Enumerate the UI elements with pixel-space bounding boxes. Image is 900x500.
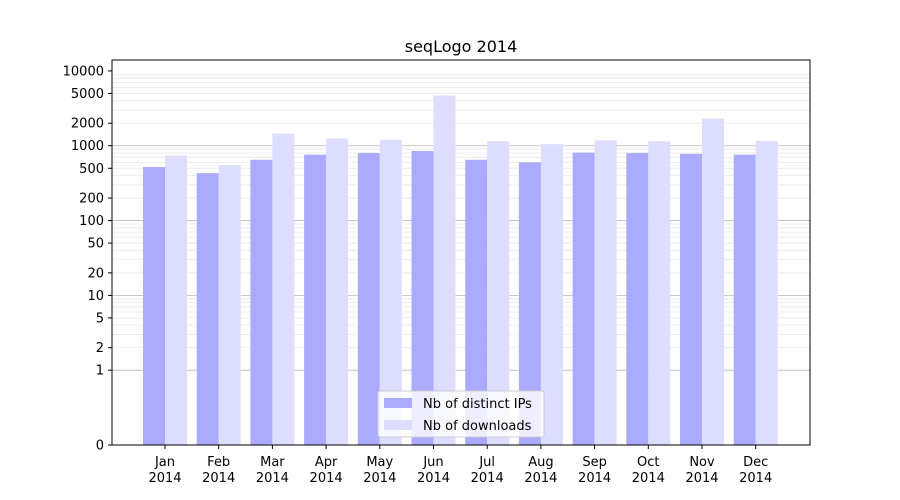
bar-downloads	[272, 133, 295, 445]
legend-box	[377, 390, 545, 438]
y-tick-label: 20	[87, 266, 104, 281]
x-tick-label: Jan 2014	[148, 455, 181, 486]
legend: Nb of distinct IPs Nb of downloads	[377, 390, 545, 438]
legend-label-ips: Nb of distinct IPs	[423, 397, 532, 412]
bar-downloads	[326, 138, 349, 445]
x-tick-label: Sep 2014	[578, 455, 611, 486]
x-tick-label: Aug 2014	[524, 455, 557, 486]
bar-downloads	[165, 155, 187, 445]
y-tick-label: 2000	[71, 117, 104, 132]
y-tick-label: 10000	[63, 64, 104, 79]
y-tick-label: 10	[87, 289, 104, 304]
bar-downloads	[218, 165, 241, 445]
bar-downloads	[755, 140, 778, 445]
plot-frame	[111, 59, 811, 446]
bar-downloads	[594, 140, 617, 445]
bar-ips	[143, 166, 165, 445]
y-axis: 0 1 2 5 10 20 50 100 200 500 1000 2000 5000 10000	[63, 64, 112, 454]
x-tick-label: Oct 2014	[632, 455, 665, 486]
bar-ips	[357, 152, 380, 445]
chart-title: seqLogo 2014	[405, 37, 518, 56]
bar-ips	[680, 153, 702, 445]
y-tick-label: 5000	[71, 87, 104, 102]
bar-ips	[250, 159, 273, 445]
y-tick-label: 5	[96, 311, 104, 326]
bar-ips	[304, 154, 327, 445]
bar-downloads	[648, 141, 671, 445]
bar-downloads	[487, 141, 510, 445]
y-tick-label: 200	[79, 192, 104, 207]
x-tick-label: Dec 2014	[739, 455, 772, 486]
bar-downloads	[702, 118, 724, 445]
bar-ips	[518, 162, 541, 445]
x-axis: Jan 2014 Feb 2014 Mar 2014 Apr 2014 May 2014 Jun 20…	[148, 445, 772, 486]
bar-ips	[465, 159, 488, 445]
legend-label-downloads: Nb of downloads	[423, 419, 532, 434]
x-tick-label: Jul 2014	[471, 455, 504, 486]
y-tick-label: 50	[87, 237, 104, 252]
x-tick-label: May 2014	[363, 455, 396, 486]
x-tick-label: Jun 2014	[417, 455, 450, 486]
y-tick-label: 0	[96, 439, 104, 454]
y-tick-label: 1	[96, 364, 104, 379]
bar-ips	[572, 152, 595, 445]
bar-downloads	[540, 144, 563, 445]
bar-ips	[196, 173, 219, 445]
legend-swatch-ips	[384, 398, 412, 408]
y-tick-label: 100	[79, 214, 104, 229]
bar-downloads	[433, 95, 456, 445]
bar-ips	[411, 151, 434, 445]
bar-ips	[626, 152, 649, 445]
legend-swatch-downloads	[384, 420, 412, 430]
x-tick-label: Nov 2014	[685, 455, 718, 486]
x-tick-label: Mar 2014	[256, 455, 289, 486]
y-tick-label: 1000	[71, 139, 104, 154]
bars	[143, 95, 778, 445]
x-tick-label: Apr 2014	[310, 455, 343, 486]
bar-downloads	[379, 139, 402, 445]
y-tick-label: 2	[96, 341, 104, 356]
x-tick-label: Feb 2014	[202, 455, 235, 486]
y-tick-label: 500	[79, 162, 104, 177]
bar-ips	[733, 154, 756, 445]
